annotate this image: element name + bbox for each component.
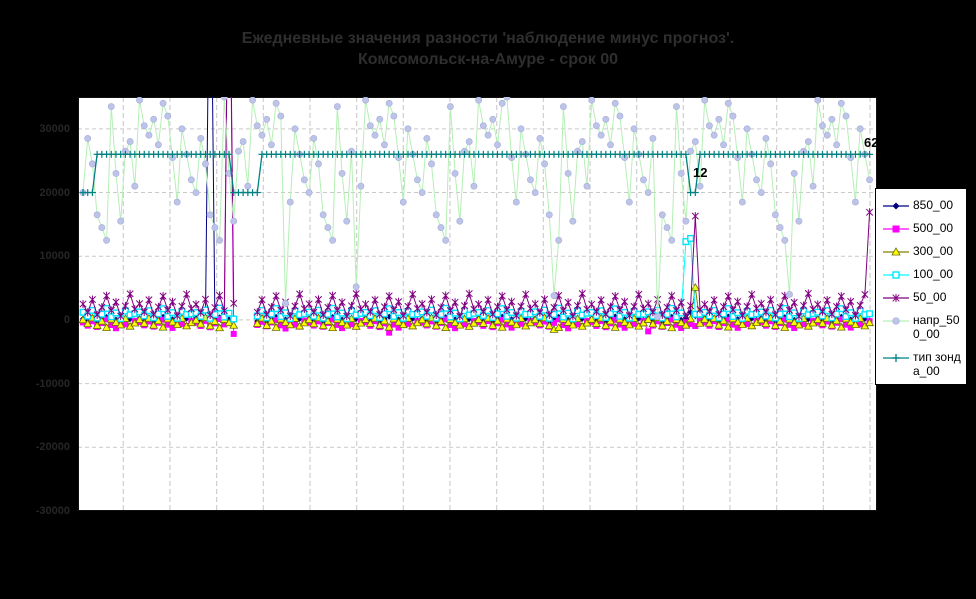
y-axis-label: 0 xyxy=(63,313,70,326)
data-label-annotation: 62 xyxy=(864,135,877,150)
legend-item-300_00: 300_00 xyxy=(883,244,964,258)
y-axis-label: -30000 xyxy=(35,505,70,517)
square-open-marker-icon xyxy=(883,271,909,279)
legend-item-тип зонда_00: тип зонда_00 xyxy=(883,350,964,378)
plot-canvas: 12 62 xyxy=(78,97,877,511)
legend-label: 300_00 xyxy=(913,244,954,258)
series-850_00 xyxy=(80,97,873,326)
legend-label: 850_00 xyxy=(913,198,954,212)
chart-title-line2: Комсомольск-на-Амуре - срок 00 xyxy=(358,51,618,68)
star-marker-icon xyxy=(883,294,909,302)
legend-label: тип зонда_00 xyxy=(913,350,961,378)
series-напр_500_00 xyxy=(79,97,874,321)
circle-marker-icon xyxy=(883,317,909,325)
y-axis-label: 10000 xyxy=(39,250,70,263)
chart-title: Ежедневные значения разности 'наблюдение… xyxy=(10,28,966,70)
diamond-marker-icon xyxy=(883,202,909,210)
legend-label: 100_00 xyxy=(913,267,954,281)
plot-area: 12 62 xyxy=(78,97,877,511)
y-axis-label: -10000 xyxy=(35,377,70,390)
legend-item-50_00: 50_00 xyxy=(883,290,964,304)
legend-item-напр_500_00: напр_500_00 xyxy=(883,313,964,341)
legend-item-500_00: 500_00 xyxy=(883,221,964,235)
legend-label: 500_00 xyxy=(913,221,954,235)
series-тип зонда_00 xyxy=(79,150,874,197)
square-marker-icon xyxy=(883,225,909,233)
plus-marker-icon xyxy=(883,354,909,362)
y-axis-label: 20000 xyxy=(39,186,70,199)
y-axis: 30000 20000 10000 0 -10000 -20000 -30000 xyxy=(0,0,76,599)
grid-vertical xyxy=(122,97,871,511)
legend-item-100_00: 100_00 xyxy=(883,267,964,281)
y-axis-label: -20000 xyxy=(35,441,70,454)
data-label-annotation: 12 xyxy=(693,165,707,180)
series-50_00 xyxy=(79,97,874,321)
triangle-marker-icon xyxy=(883,247,909,256)
plot-border xyxy=(78,97,877,511)
chart-title-line1: Ежедневные значения разности 'наблюдение… xyxy=(241,30,735,47)
legend-label: 50_00 xyxy=(913,290,947,304)
legend-label: напр_500_00 xyxy=(913,313,960,341)
y-axis-label: 30000 xyxy=(39,122,70,135)
legend-item-850_00: 850_00 xyxy=(883,198,964,212)
legend: 850_00 500_00 300_00 100_00 50_00 напр_500_00… xyxy=(875,188,967,385)
